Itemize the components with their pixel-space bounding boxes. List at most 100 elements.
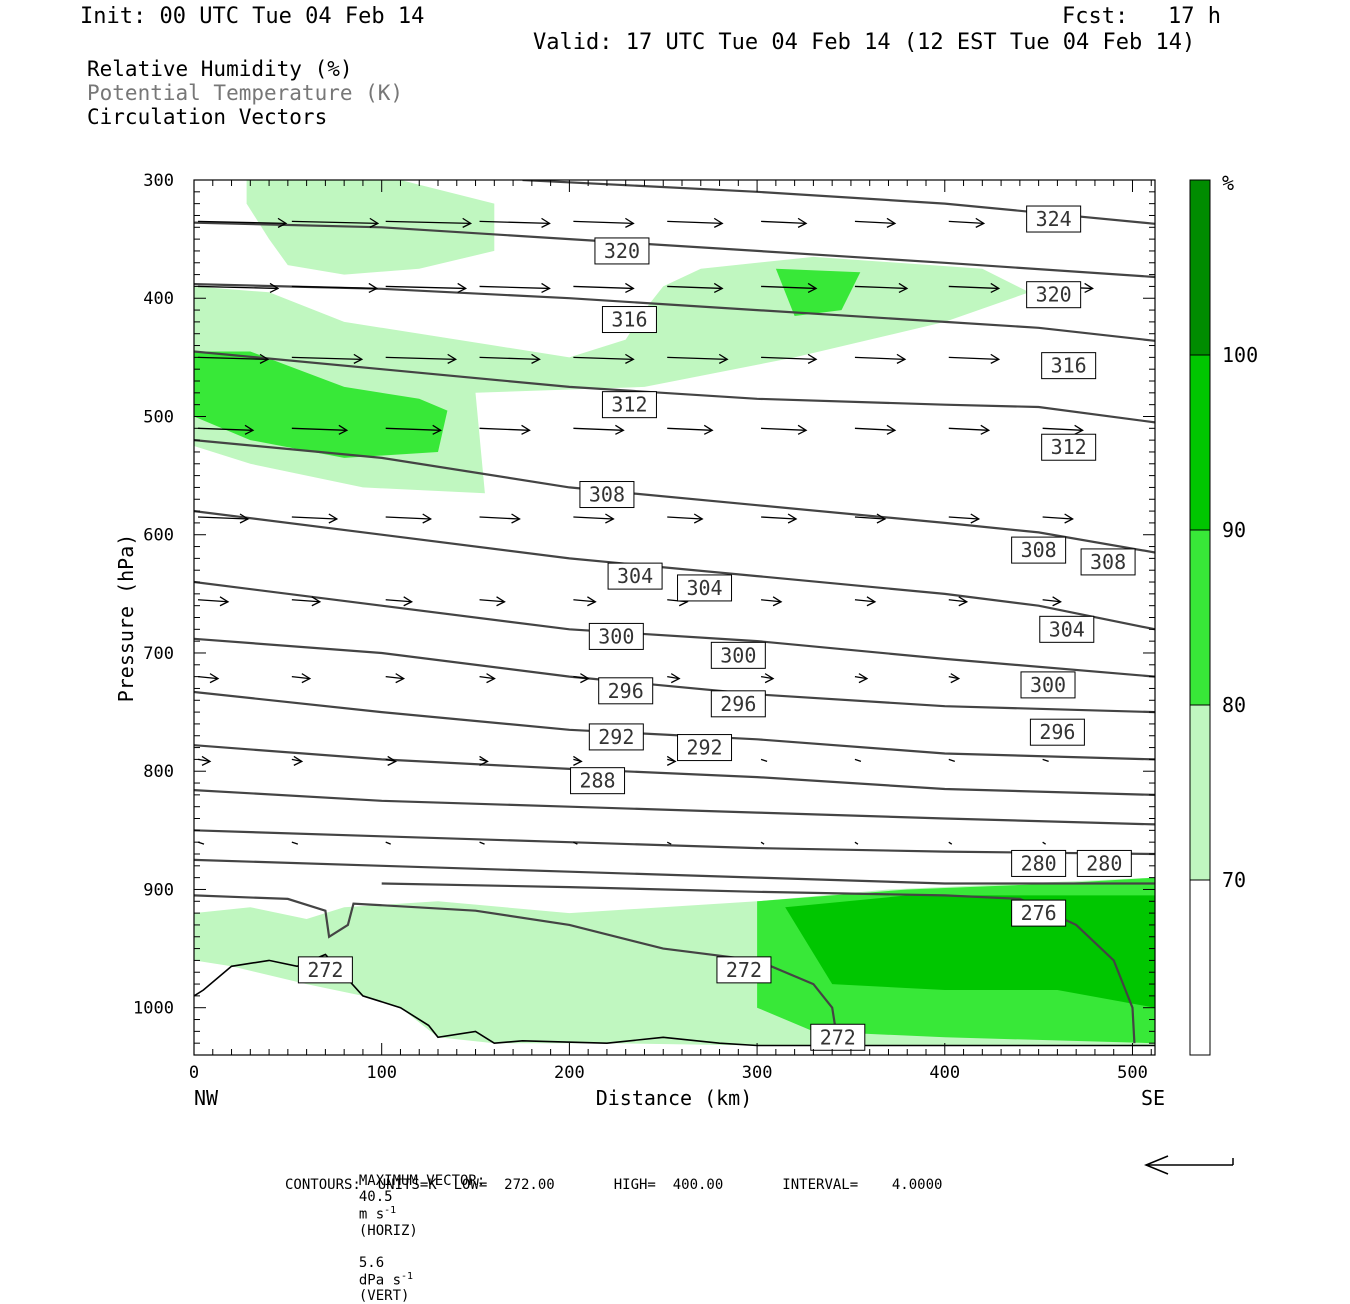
vector-head — [457, 282, 468, 294]
vector-arrow — [197, 755, 212, 766]
vector-head — [1052, 596, 1062, 607]
vector-arrow — [573, 513, 615, 524]
vector-arrow — [573, 217, 635, 228]
vector-shaft — [948, 356, 999, 361]
vector-arrow — [291, 596, 322, 607]
vector-head — [807, 282, 818, 294]
init-time: Init: 00 UTC Tue 04 Feb 14 — [80, 4, 425, 29]
vector-head — [807, 353, 818, 364]
colorbar-label: 80 — [1222, 693, 1246, 717]
vector-shaft — [197, 427, 254, 431]
vector-arrow — [479, 673, 496, 684]
vector-arrow — [948, 596, 969, 607]
y-tick-label: 600 — [143, 526, 174, 546]
vector-arrow — [1042, 596, 1062, 607]
rh-region-3 — [775, 268, 861, 316]
horiz-units: m s — [358, 1206, 385, 1223]
vector-arrow — [760, 841, 765, 845]
vector-head — [259, 353, 270, 364]
vector-arrow — [761, 596, 783, 607]
theta-label: 272 — [716, 956, 772, 984]
vector-arrow — [479, 596, 506, 607]
vector-head — [858, 673, 869, 684]
vector-arrow — [385, 217, 473, 228]
theta-label-box — [598, 677, 654, 705]
vector-shaft — [761, 356, 817, 361]
theta-label-box — [1041, 433, 1097, 461]
vector-head — [990, 353, 1001, 364]
vector-head — [625, 282, 635, 294]
vector-head — [541, 217, 551, 228]
vector-head — [950, 673, 961, 684]
y-tick-label: 300 — [143, 171, 174, 191]
theta-label: 324 — [1026, 205, 1082, 233]
vector-head — [277, 217, 288, 228]
theta-label: 312 — [601, 391, 657, 419]
horiz-tag: (HORIZ) — [358, 1222, 418, 1239]
contours-info: CONTOURS: UNITS=K LOW= 272.00 HIGH= 400.… — [285, 1177, 943, 1193]
vector-shaft — [667, 675, 680, 680]
vector-head — [764, 673, 775, 684]
vector-shaft — [948, 841, 953, 845]
vector-head — [670, 673, 681, 684]
vector-shaft — [667, 516, 703, 520]
theta-label-text: 280 — [1086, 851, 1122, 875]
vector-head — [886, 217, 897, 228]
theta-label-text: 308 — [1090, 550, 1126, 574]
vector-head — [462, 217, 473, 228]
vector-head — [693, 513, 704, 524]
vector-head — [269, 282, 280, 294]
vector-shaft — [667, 427, 713, 431]
vector-head — [328, 513, 339, 524]
theta-label: 320 — [1026, 281, 1082, 309]
vector-shaft — [854, 841, 859, 845]
vector-head — [866, 596, 877, 607]
colorbar-swatch — [1189, 879, 1211, 1056]
theta-contour-0 — [194, 221, 1155, 279]
vector-shaft — [479, 220, 550, 225]
theta-label-box — [1080, 548, 1136, 576]
vector-arrow — [479, 841, 485, 845]
vector-shaft — [854, 516, 885, 520]
vector-shaft — [573, 356, 634, 361]
valid-time: Valid: 17 UTC Tue 04 Feb 14 (12 EST Tue … — [533, 30, 1196, 55]
vert-tag: (VERT) — [358, 1288, 410, 1304]
vector-arrow — [948, 513, 981, 524]
vector-shaft — [385, 427, 441, 431]
theta-label-text: 312 — [611, 393, 647, 417]
vector-shaft — [667, 356, 728, 361]
vector-head — [703, 424, 714, 435]
theta-label: 308 — [1011, 536, 1067, 564]
colorbar-label: 70 — [1222, 868, 1246, 892]
vector-head — [403, 596, 414, 607]
vector-shaft — [291, 675, 310, 680]
theta-label: 292 — [677, 734, 733, 762]
theta-label-text: 280 — [1021, 851, 1057, 875]
vector-shaft — [573, 285, 634, 290]
vector-arrow — [479, 353, 541, 364]
vector-head — [219, 596, 230, 607]
theta-label-box — [710, 690, 766, 718]
vector-shaft — [1042, 516, 1073, 520]
theta-label-box — [1026, 281, 1082, 309]
vector-head — [625, 217, 635, 228]
forecast-hour: 17 h — [1168, 4, 1221, 29]
vector-shaft — [479, 285, 550, 290]
vector-head — [980, 424, 991, 435]
vector-arrow — [197, 353, 270, 364]
vector-arrow — [573, 755, 583, 766]
vector-arrow — [667, 217, 724, 228]
x-tick-label: 400 — [929, 1063, 960, 1083]
vector-shaft — [761, 599, 782, 603]
theta-label-box — [710, 641, 766, 669]
vector-head — [990, 282, 1001, 294]
y-tick-label: 700 — [143, 644, 174, 664]
vector-head — [387, 755, 398, 766]
colorbar-label: 90 — [1222, 518, 1246, 542]
theta-label-box — [601, 306, 657, 334]
vector-shaft — [291, 599, 320, 603]
x-axis-title: Distance (km) — [596, 1086, 753, 1110]
vector-shaft — [854, 356, 905, 361]
vector-shaft — [479, 356, 540, 361]
vector-head — [1084, 282, 1094, 294]
